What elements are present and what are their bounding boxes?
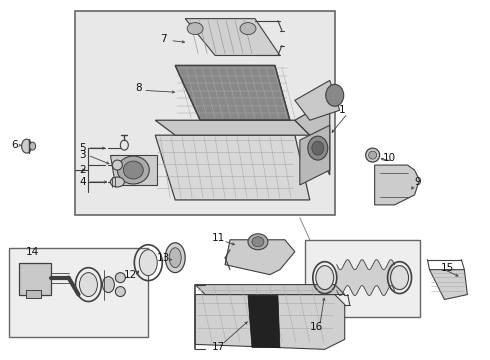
Text: 6: 6	[11, 140, 18, 150]
Bar	[305, 240, 419, 318]
Text: 9: 9	[414, 177, 421, 187]
Text: 11: 11	[212, 233, 225, 243]
Polygon shape	[300, 125, 330, 185]
Polygon shape	[175, 66, 290, 120]
Ellipse shape	[187, 23, 203, 35]
Ellipse shape	[115, 287, 125, 297]
Bar	[9, 248, 148, 337]
Ellipse shape	[102, 276, 114, 293]
Polygon shape	[195, 285, 345, 294]
Ellipse shape	[22, 139, 32, 153]
Polygon shape	[185, 19, 280, 55]
Text: 14: 14	[26, 247, 39, 257]
Polygon shape	[375, 165, 419, 205]
Ellipse shape	[391, 266, 409, 289]
Ellipse shape	[252, 237, 264, 247]
Polygon shape	[295, 100, 330, 175]
Ellipse shape	[308, 136, 328, 160]
Ellipse shape	[79, 273, 98, 297]
Text: 8: 8	[135, 84, 142, 93]
Ellipse shape	[240, 23, 256, 35]
Text: 7: 7	[160, 33, 167, 44]
Ellipse shape	[368, 151, 377, 159]
Ellipse shape	[165, 243, 185, 273]
Bar	[75, 11, 335, 215]
Polygon shape	[429, 270, 467, 300]
Polygon shape	[19, 263, 50, 294]
Polygon shape	[155, 120, 310, 135]
Polygon shape	[225, 240, 295, 275]
Text: 3: 3	[79, 150, 86, 160]
Ellipse shape	[139, 250, 157, 276]
Ellipse shape	[29, 142, 36, 150]
Ellipse shape	[366, 148, 380, 162]
Text: 13: 13	[157, 253, 170, 263]
Text: 12: 12	[123, 270, 137, 280]
Ellipse shape	[248, 234, 268, 250]
Text: 16: 16	[310, 323, 323, 332]
Polygon shape	[155, 135, 310, 200]
Polygon shape	[110, 155, 157, 185]
Ellipse shape	[123, 161, 143, 179]
Ellipse shape	[115, 273, 125, 283]
Polygon shape	[248, 296, 280, 347]
Text: 2: 2	[79, 165, 86, 175]
Polygon shape	[295, 80, 340, 120]
Text: 10: 10	[383, 153, 396, 163]
Text: 1: 1	[339, 105, 345, 115]
Text: 17: 17	[212, 342, 225, 352]
Ellipse shape	[326, 84, 343, 106]
Polygon shape	[195, 294, 345, 349]
Ellipse shape	[316, 266, 334, 289]
Text: 4: 4	[79, 177, 86, 187]
Ellipse shape	[312, 141, 324, 155]
Ellipse shape	[118, 156, 149, 184]
Ellipse shape	[112, 160, 122, 170]
Ellipse shape	[169, 248, 181, 268]
Bar	[25, 289, 41, 298]
Ellipse shape	[110, 177, 124, 187]
Text: 5: 5	[79, 143, 86, 153]
Text: 15: 15	[441, 263, 454, 273]
